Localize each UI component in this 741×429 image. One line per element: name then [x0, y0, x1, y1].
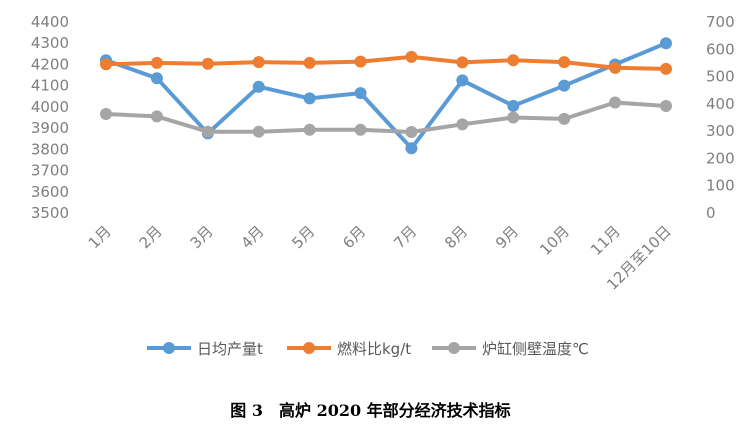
right-tick-label: 200 [706, 149, 735, 167]
data-point [100, 107, 112, 120]
right-tick-label: 600 [706, 40, 735, 58]
legend-item: 日均产量t [147, 340, 263, 358]
data-point [354, 55, 367, 68]
legend-item: 燃料比kg/t [287, 340, 411, 358]
data-point [507, 99, 520, 112]
data-point [558, 56, 571, 69]
left-tick-label: 4000 [31, 98, 69, 116]
legend-item: 炉缸侧壁温度℃ [432, 340, 589, 358]
right-tick-label: 300 [706, 122, 735, 140]
left-tick-label: 4200 [31, 55, 69, 73]
data-point [609, 96, 622, 109]
x-tick-label: 7月 [390, 222, 420, 252]
data-point [507, 111, 520, 124]
data-point [150, 56, 163, 69]
series-line [105, 100, 667, 134]
right-tick-label: 700 [706, 13, 735, 31]
x-tick-label: 8月 [441, 222, 471, 252]
data-point [150, 72, 163, 85]
legend-label: 燃料比kg/t [337, 340, 411, 358]
data-point [354, 87, 367, 100]
data-point [100, 58, 112, 71]
data-point [558, 112, 571, 125]
left-tick-label: 4400 [31, 13, 69, 31]
data-point [507, 54, 520, 67]
data-point [405, 50, 418, 63]
x-tick-label: 2月 [136, 222, 166, 252]
legend-label: 日均产量t [197, 340, 263, 358]
data-point [405, 125, 418, 138]
right-axis-ticks: 0 100 200 300 400 500 600 700 [706, 13, 735, 222]
data-point [252, 125, 265, 138]
left-tick-label: 3500 [31, 204, 69, 222]
right-tick-label: 400 [706, 95, 735, 113]
left-tick-label: 4100 [31, 77, 69, 95]
data-point [660, 62, 672, 75]
right-tick-label: 500 [706, 68, 735, 86]
figure-caption: 图 3 高炉 2020 年部分经济技术指标 [230, 401, 511, 420]
data-point [660, 37, 672, 50]
legend-marker [163, 342, 175, 354]
legend-marker [303, 342, 315, 354]
x-tick-label: 5月 [288, 222, 318, 252]
left-tick-label: 4300 [31, 34, 69, 52]
data-point [660, 100, 672, 113]
x-tick-label: 11月 [587, 222, 624, 259]
data-point [201, 125, 214, 138]
x-tick-label: 4月 [237, 222, 267, 252]
x-tick-label: 10月 [536, 222, 573, 259]
left-tick-label: 3800 [31, 140, 69, 158]
series-1 [100, 50, 672, 75]
left-tick-label: 3900 [31, 119, 69, 137]
legend-label: 炉缸侧壁温度℃ [482, 340, 589, 358]
series-line [105, 41, 667, 151]
data-point [405, 142, 418, 155]
right-tick-label: 100 [706, 177, 735, 195]
data-point [201, 57, 214, 70]
series-line [105, 54, 667, 71]
data-point [456, 118, 469, 131]
data-point [150, 110, 163, 123]
x-tick-label: 3月 [187, 222, 217, 252]
x-tick-label: 6月 [339, 222, 369, 252]
x-tick-label: 1月 [85, 222, 115, 252]
data-point [456, 56, 469, 69]
legend-marker [448, 342, 460, 354]
data-point [354, 123, 367, 136]
right-tick-label: 0 [706, 204, 716, 222]
series-0 [100, 37, 672, 155]
data-point [609, 61, 622, 74]
data-point [303, 123, 316, 136]
series-group [100, 37, 672, 155]
data-point [558, 79, 571, 92]
data-point [456, 74, 469, 87]
legend: 日均产量t 燃料比kg/t 炉缸侧壁温度℃ [147, 340, 589, 358]
x-tick-label: 9月 [492, 222, 522, 252]
left-axis-ticks: 3500 3600 3700 3800 3900 4000 4100 4200 4300 4400 [31, 13, 69, 222]
data-point [252, 80, 265, 93]
left-tick-label: 3600 [31, 183, 69, 201]
data-point [252, 56, 265, 69]
left-tick-label: 3700 [31, 162, 69, 180]
data-point [303, 56, 316, 69]
series-2 [100, 96, 672, 138]
data-point [303, 92, 316, 105]
